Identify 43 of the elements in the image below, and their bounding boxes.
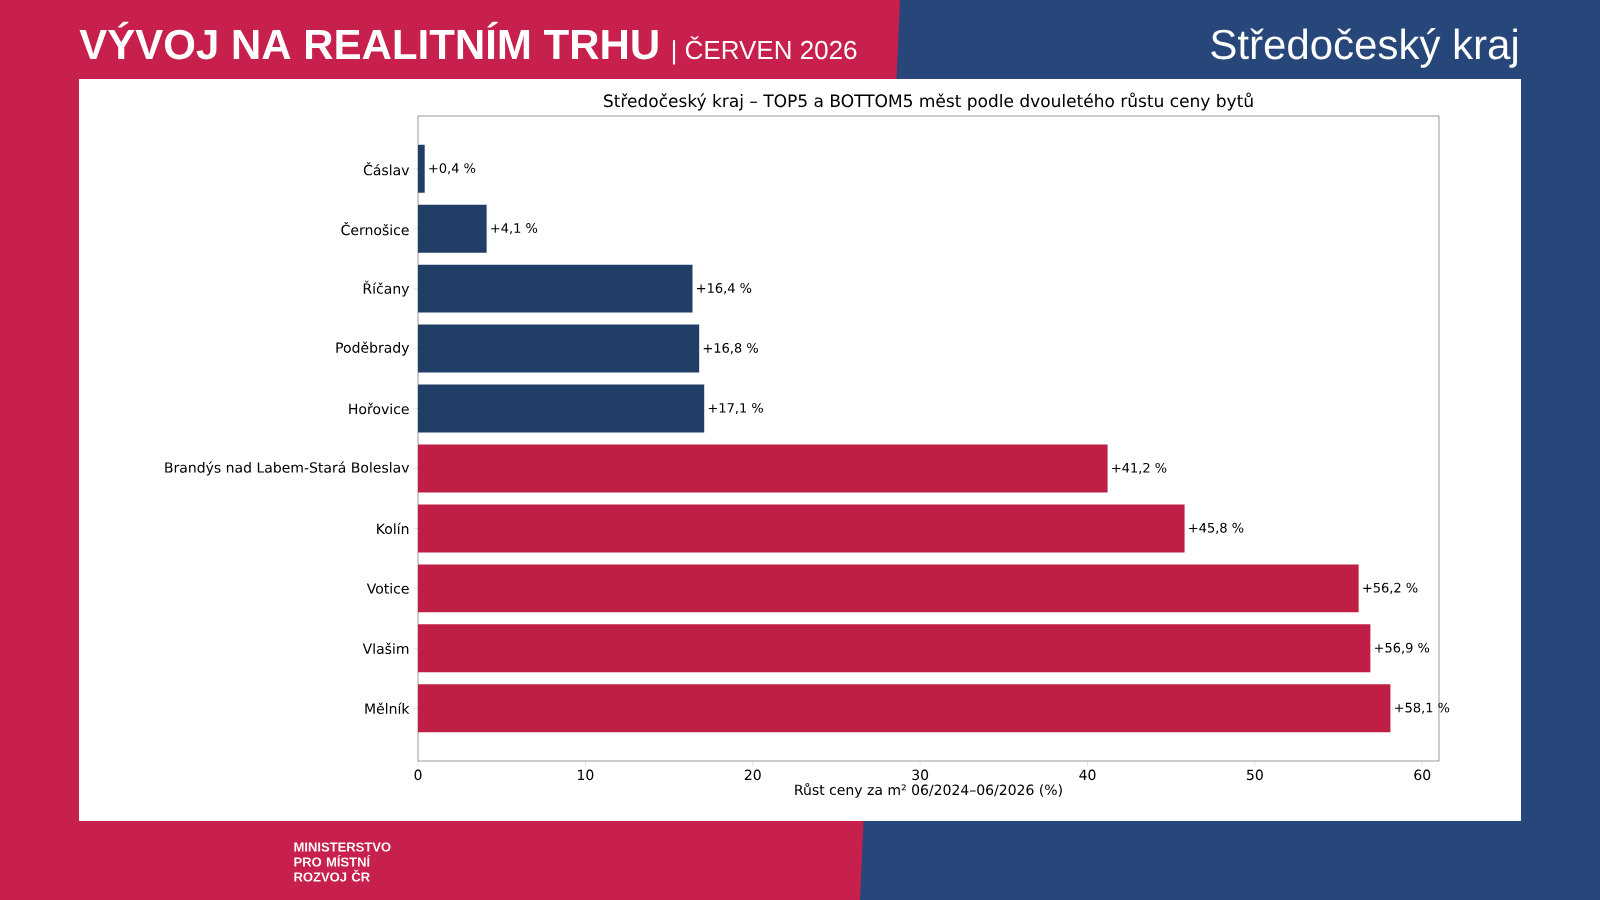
y-tick-label: Hořovice — [349, 402, 409, 415]
y-tick-label: Vlašim — [362, 642, 409, 655]
x-tick-label: 50 — [1247, 769, 1263, 781]
y-tick-label: Votice — [366, 582, 409, 594]
x-tick-label: 30 — [912, 769, 929, 781]
x-tick-label: 40 — [1079, 769, 1096, 781]
y-tick-label: Kolín — [377, 522, 409, 535]
data-label: +0,4 % — [429, 163, 476, 175]
text: Středočeský kraj — [1211, 28, 1517, 68]
bar — [418, 684, 1391, 733]
text: VÝVOJ NA REALITNÍM TRHU — [79, 21, 658, 60]
data-label: +4,1 % — [491, 223, 538, 235]
data-label: +41,2 % — [1112, 462, 1167, 475]
x-tick-label: 60 — [1414, 769, 1431, 781]
bar — [418, 444, 1108, 493]
data-label: +16,4 % — [697, 283, 752, 295]
bar — [418, 264, 693, 313]
bar — [418, 504, 1185, 553]
data-label: +56,2 % — [1363, 582, 1418, 594]
bar — [418, 144, 425, 193]
data-label: +56,9 % — [1374, 642, 1430, 654]
x-axis-title: Růst ceny za m² 06/2024–06/2026 (%) — [795, 782, 1062, 798]
text: MINISTERSTVO PRO MÍSTNÍ ROZVOJ ČR — [294, 842, 391, 882]
bar — [418, 624, 1371, 673]
x-tick-label: 20 — [744, 769, 761, 781]
text: | ČERVEN 2026 — [672, 36, 857, 65]
y-tick-label: Mělník — [365, 702, 410, 714]
data-label: +16,8 % — [703, 343, 758, 355]
bar — [418, 564, 1359, 613]
y-tick-label: Poděbrady — [336, 341, 410, 356]
y-tick-label: Černošice — [341, 222, 409, 236]
bar — [418, 384, 705, 433]
bar — [418, 324, 700, 373]
x-tick-label: 10 — [578, 769, 594, 781]
data-label: +58,1 % — [1395, 702, 1450, 714]
data-label: +45,8 % — [1189, 522, 1244, 534]
chart-title: Středočeský kraj – TOP5 a BOTTOM5 měst podle dvouletého růstu ceny bytů — [604, 92, 1253, 111]
bar — [418, 204, 487, 253]
y-tick-label: Říčany — [363, 280, 410, 297]
x-tick-label: 0 — [414, 769, 422, 781]
y-tick-label: Čáslav — [363, 162, 410, 176]
data-label: +17,1 % — [708, 402, 764, 415]
y-tick-label: Brandýs nad Labem-Stará Boleslav — [165, 461, 410, 476]
